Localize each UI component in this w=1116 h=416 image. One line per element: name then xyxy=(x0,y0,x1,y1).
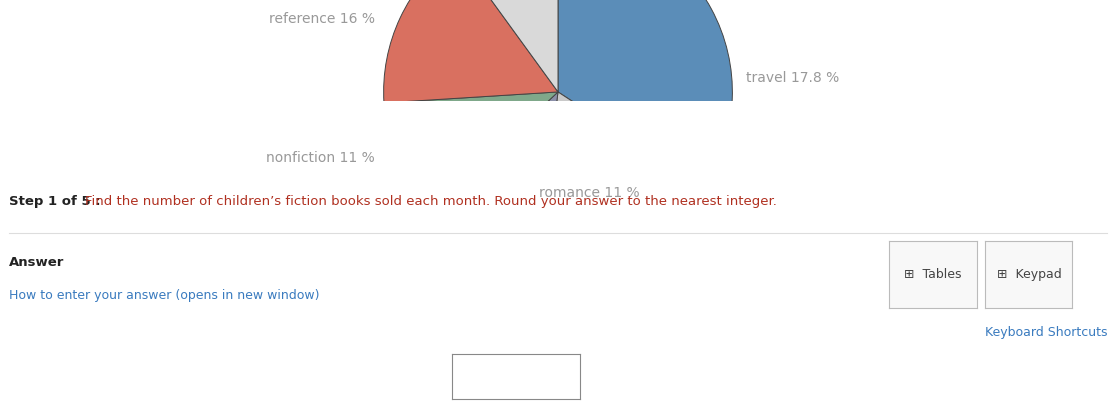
Text: reference 16 %: reference 16 % xyxy=(269,12,375,26)
Wedge shape xyxy=(384,92,558,211)
Text: Step 1 of 5 :: Step 1 of 5 : xyxy=(9,195,105,208)
Wedge shape xyxy=(384,0,558,103)
Text: How to enter your answer (opens in new window): How to enter your answer (opens in new w… xyxy=(9,289,319,302)
Wedge shape xyxy=(558,0,732,187)
Text: Answer: Answer xyxy=(9,255,65,269)
Wedge shape xyxy=(431,92,558,265)
Text: Find the number of children’s fiction books sold each month. Round your answer t: Find the number of children’s fiction bo… xyxy=(85,195,777,208)
Text: romance 11 %: romance 11 % xyxy=(539,186,639,200)
Text: ⊞  Keypad: ⊞ Keypad xyxy=(997,268,1061,281)
Text: nonfiction 11 %: nonfiction 11 % xyxy=(266,151,375,165)
Wedge shape xyxy=(455,0,558,92)
Text: ⊞  Tables: ⊞ Tables xyxy=(904,268,962,281)
Text: travel 17.8 %: travel 17.8 % xyxy=(747,71,839,85)
Text: Keyboard Shortcuts: Keyboard Shortcuts xyxy=(984,326,1107,339)
Wedge shape xyxy=(536,92,704,266)
